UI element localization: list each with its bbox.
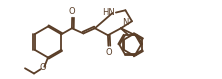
Text: O: O <box>105 48 112 57</box>
Text: N: N <box>122 18 128 27</box>
Text: HN: HN <box>102 8 114 17</box>
Text: O: O <box>69 7 75 16</box>
Text: O: O <box>40 63 46 72</box>
